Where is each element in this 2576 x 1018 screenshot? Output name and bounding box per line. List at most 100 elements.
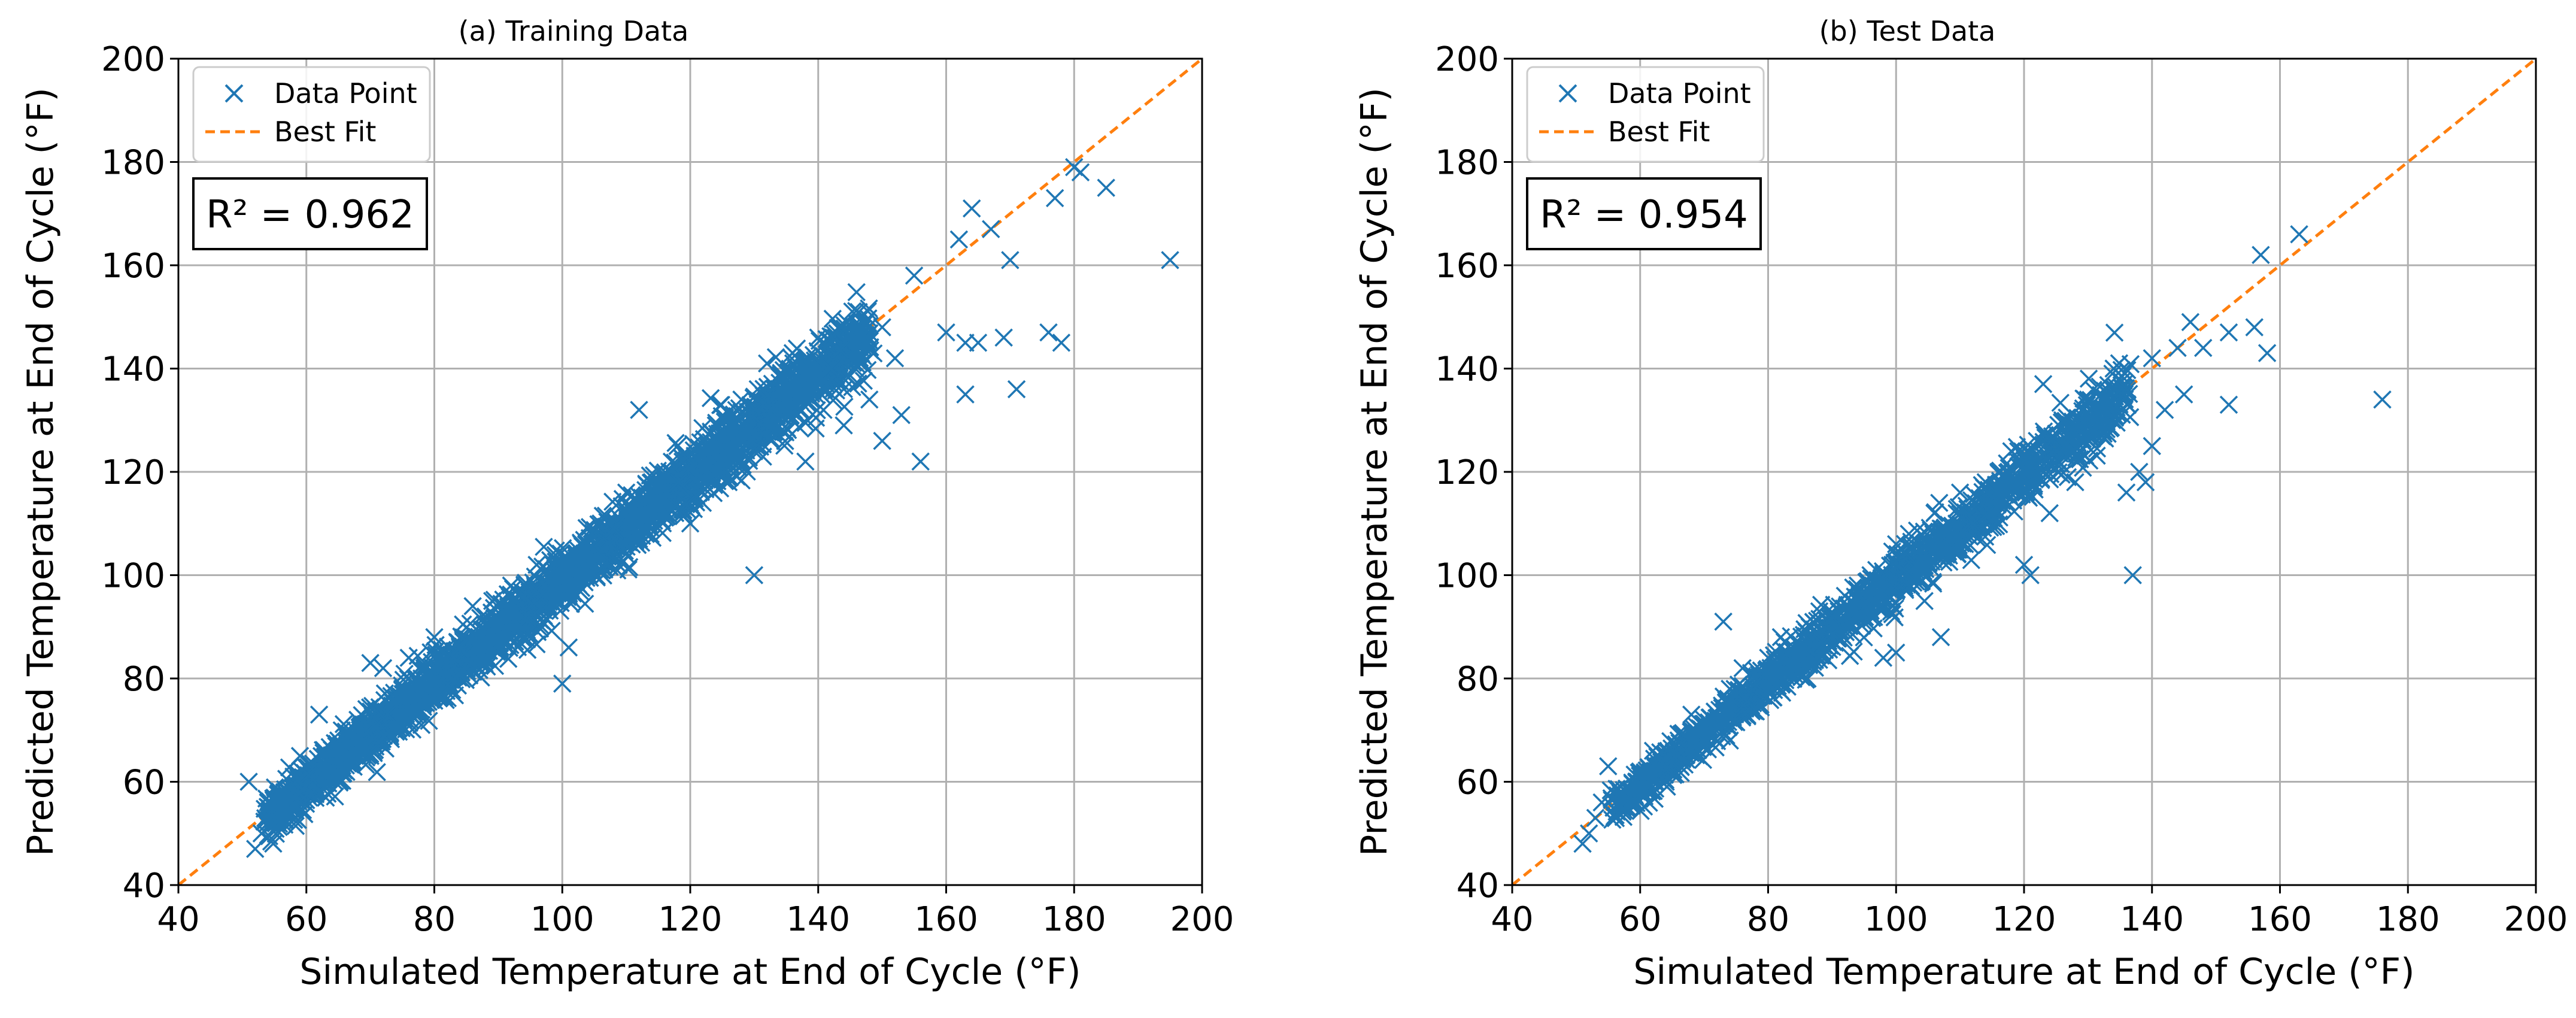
data-point [1669, 731, 1688, 750]
data-point [911, 452, 930, 471]
data-point [701, 389, 720, 408]
data-point [1161, 251, 1179, 269]
data-point [2258, 344, 2277, 362]
data-point [559, 638, 578, 657]
data-point [310, 705, 329, 724]
data-point [860, 324, 879, 343]
y-tick-label: 200 [101, 40, 165, 79]
data-point [720, 438, 738, 456]
data-point [451, 638, 469, 657]
data-point [2096, 392, 2114, 410]
data-point [2104, 359, 2123, 378]
data-point [278, 805, 297, 823]
data-point [246, 840, 265, 858]
data-point [508, 595, 526, 614]
data-point [1643, 741, 1662, 760]
data-point [604, 519, 623, 538]
data-point [601, 535, 620, 555]
legend-entry-best-fit: Best Fit [1608, 116, 1710, 148]
data-point [2028, 432, 2046, 450]
data-point [969, 334, 988, 352]
data-point [905, 266, 924, 285]
data-point [2116, 379, 2135, 398]
data-point [535, 537, 553, 556]
data-point [843, 378, 861, 396]
data-point [1931, 547, 1950, 565]
data-point [791, 400, 810, 419]
panel-test: (b) Test Data 40 60 80 100 120 140 160 180 200 4… [1354, 15, 2568, 993]
best-fit-line [1512, 59, 2536, 885]
data-point [1987, 479, 2005, 498]
data-point [937, 323, 955, 342]
data-point [353, 746, 372, 765]
data-point [669, 472, 688, 492]
data-point [1931, 628, 1950, 647]
data-point [2174, 385, 2193, 404]
data-point [713, 459, 732, 478]
data-point [1682, 705, 1701, 724]
data-point [1656, 772, 1675, 791]
data-point [1612, 783, 1630, 801]
y-tick-label: 160 [1435, 247, 1499, 286]
data-point [784, 365, 802, 384]
data-point [471, 608, 490, 627]
data-point [1835, 586, 1854, 605]
data-point [2020, 467, 2039, 486]
data-point [575, 595, 594, 613]
data-point [2112, 360, 2131, 379]
data-point [392, 698, 411, 717]
y-tick-label: 200 [1435, 40, 1499, 79]
y-tick-labels: 40 60 80 100 120 140 160 180 200 [101, 40, 178, 905]
data-point [892, 405, 911, 425]
r2-annotation: R² = 0.954 [1526, 177, 1762, 250]
data-point [2121, 355, 2140, 374]
data-point [457, 659, 476, 678]
data-point [368, 763, 386, 781]
y-tick-label: 60 [1457, 764, 1499, 802]
x-tick-label: 60 [285, 900, 327, 939]
data-point [676, 495, 696, 514]
legend-entry-data-point: Data Point [1608, 77, 1751, 110]
legend: Data Point Best Fit [1526, 66, 1765, 163]
data-point [1981, 503, 2000, 522]
x-axis-label: Simulated Temperature at End of Cycle (°… [1633, 951, 2414, 993]
legend-entry-best-fit: Best Fit [274, 116, 376, 148]
data-point [763, 374, 782, 393]
data-point [2136, 473, 2155, 492]
x-tick-labels: 40 60 80 100 120 140 160 180 200 [157, 885, 1234, 939]
data-point [885, 349, 905, 368]
data-point [2049, 463, 2068, 482]
data-point [1771, 628, 1791, 647]
data-point [554, 539, 572, 558]
data-point [630, 529, 648, 549]
data-point [1752, 662, 1771, 680]
data-point [617, 483, 636, 502]
data-point [719, 473, 738, 492]
data-point [1606, 808, 1625, 828]
y-tick-label: 40 [123, 866, 165, 905]
data-point [449, 633, 468, 652]
data-point [1573, 834, 1592, 853]
x-tick-label: 80 [1747, 900, 1789, 939]
x-tick-labels: 40 60 80 100 120 140 160 180 200 [1491, 885, 2568, 939]
data-point [472, 668, 490, 687]
x-tick-label: 180 [1042, 900, 1106, 939]
data-point [770, 405, 789, 425]
data-point [801, 363, 820, 383]
data-point [1733, 659, 1752, 677]
scatter-points [1573, 225, 2392, 853]
data-point [1976, 505, 1995, 524]
data-point [1045, 189, 1064, 208]
data-point [560, 567, 579, 586]
data-point [709, 442, 727, 460]
data-point [2252, 246, 2270, 264]
y-tick-label: 160 [101, 247, 165, 286]
r2-label: R² = 0.962 [206, 193, 414, 237]
data-point [1806, 658, 1825, 677]
data-point [1592, 793, 1611, 812]
data-point [835, 398, 854, 416]
data-point [1039, 323, 1058, 342]
data-point [838, 313, 856, 332]
data-point [747, 426, 766, 445]
